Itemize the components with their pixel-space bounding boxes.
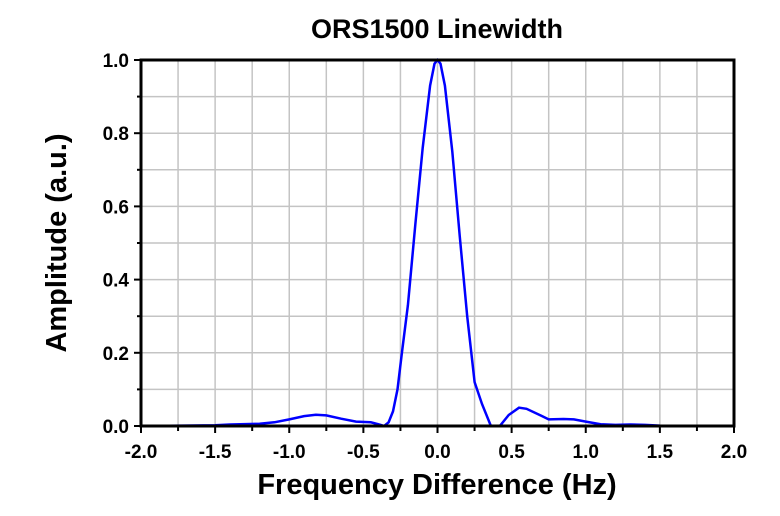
x-tick-label: 2.0 [721,442,747,463]
ticks: -2.0 -1.5 -1.0 -0.5 0.0 0.5 1.0 1.5 2.0 0.0 0.2 0.4… [103,51,748,463]
plot-frame [139,58,736,428]
x-tick-label: -1.0 [273,442,306,463]
x-axis-label: Frequency Difference (Hz) [257,469,616,501]
x-tick-label: -0.5 [347,442,380,463]
x-tick-label: -2.0 [125,442,158,463]
y-tick-label: 0.4 [103,271,130,292]
y-tick-label: 1.0 [103,51,129,72]
chart-title: ORS1500 Linewidth [311,14,563,44]
x-tick-label: 1.0 [573,442,599,463]
x-tick-label: -1.5 [199,442,232,463]
x-tick-label: 0.5 [498,442,525,463]
y-tick-label: 0.8 [103,124,129,145]
y-tick-label: 0.6 [103,197,129,218]
grid [141,60,734,426]
y-tick-label: 0.2 [103,344,129,365]
x-tick-label: 1.5 [647,442,674,463]
y-axis-label: Amplitude (a.u.) [41,133,73,352]
x-tick-label: 0.0 [424,442,450,463]
y-tick-label: 0.0 [103,417,129,438]
